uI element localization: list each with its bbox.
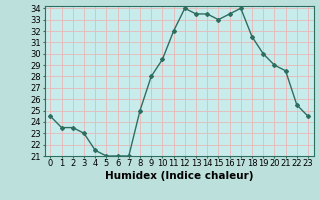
X-axis label: Humidex (Indice chaleur): Humidex (Indice chaleur) (105, 171, 253, 181)
